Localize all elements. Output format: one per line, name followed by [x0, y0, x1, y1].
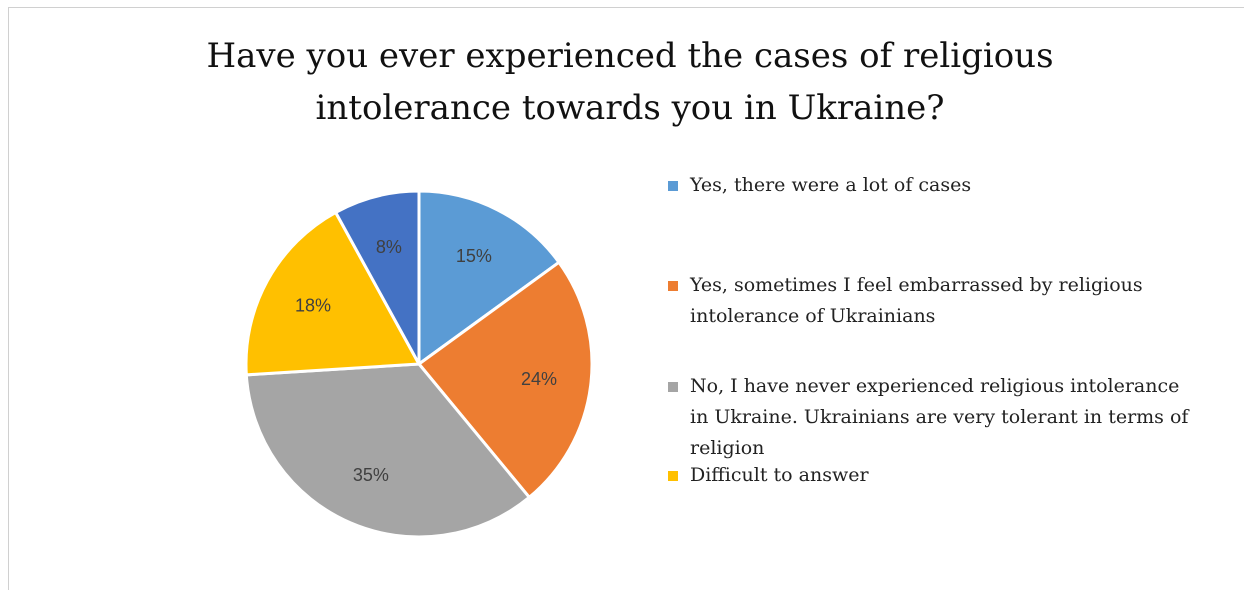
chart-frame-top-edge: [8, 7, 1244, 8]
legend-label: Yes, there were a lot of cases: [690, 170, 1240, 201]
legend-swatch: [668, 181, 678, 191]
legend-label-line: No, I have never experienced religious i…: [690, 375, 1180, 397]
legend-label-line: Difficult to answer: [690, 464, 869, 486]
legend-label-line: in Ukraine. Ukrainians are very tolerant…: [690, 406, 1189, 428]
pie-data-labels: 15% 24% 35% 18% 8%: [295, 237, 557, 485]
pie-slice-yes-sometimes-i-feel-embarrassed-by-reli: [417, 260, 594, 499]
legend-label: Yes, sometimes I feel embarrassed by rel…: [690, 270, 1240, 332]
pie-data-label: 8%: [376, 237, 402, 257]
legend-item: Yes, there were a lot of cases: [668, 170, 1240, 201]
pie-data-label: 24%: [521, 369, 557, 389]
chart-title-line-1: Have you ever experienced the cases of r…: [206, 36, 1054, 76]
legend-label: Difficult to answer: [690, 460, 1240, 491]
legend-swatch: [668, 382, 678, 392]
legend-item: Yes, sometimes I feel embarrassed by rel…: [668, 270, 1240, 332]
chart-frame-left-edge: [8, 7, 9, 590]
chart-title-line-2: intolerance towards you in Ukraine?: [315, 88, 945, 128]
chart-title: Have you ever experienced the cases of r…: [80, 30, 1180, 134]
pie-data-label: 35%: [353, 465, 389, 485]
pie-data-label: 18%: [295, 296, 331, 316]
legend-swatch: [668, 281, 678, 291]
legend-item: No, I have never experienced religious i…: [668, 371, 1240, 464]
pie-slice-unlabeled-5: [334, 189, 421, 366]
legend-label-line: religion: [690, 437, 765, 459]
legend-label: No, I have never experienced religious i…: [690, 371, 1240, 464]
legend-label-line: intolerance of Ukrainians: [690, 305, 936, 327]
pie-slice-yes-there-were-a-lot-of-cases: [417, 189, 561, 366]
pie-slice-difficult-to-answer: [244, 210, 421, 377]
pie-data-label: 15%: [456, 246, 492, 266]
legend-label-line: Yes, sometimes I feel embarrassed by rel…: [690, 274, 1143, 296]
legend-item: Difficult to answer: [668, 460, 1240, 491]
legend-swatch: [668, 471, 678, 481]
pie-slices: [244, 189, 594, 539]
legend-label-line: Yes, there were a lot of cases: [690, 174, 972, 196]
pie-slice-no-i-have-never-experienced-religious-in: [244, 362, 531, 539]
